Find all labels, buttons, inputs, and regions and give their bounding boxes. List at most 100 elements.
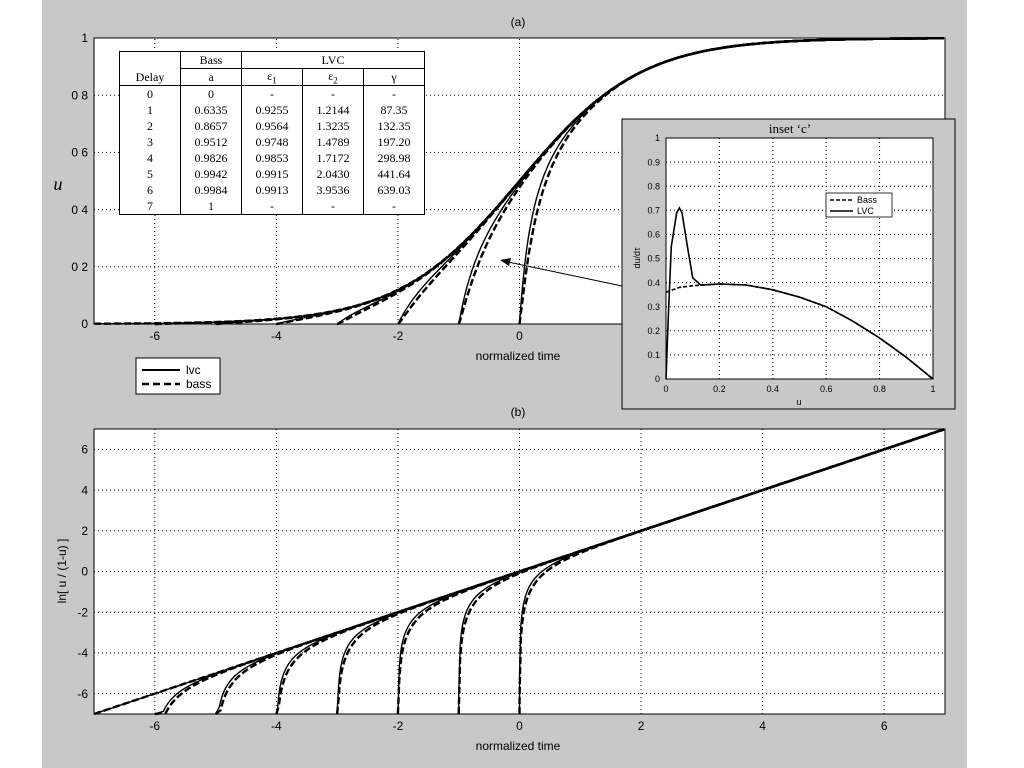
table-cell: 1: [180, 198, 242, 216]
table-cell: -: [302, 85, 364, 103]
table-cell: 3.9536: [302, 182, 364, 199]
table-subheader-gamma: γ: [363, 67, 425, 87]
parameter-table: Delay Bass LVC a ε1 ε2 γ 0 0- - -1 0.6335 0.9…: [119, 50, 425, 216]
curve-b-delay-7-lvc: [93, 428, 945, 715]
inset-c-title: inset ‘c’: [769, 121, 811, 136]
plot-a-xlabel: normalized time: [476, 349, 561, 363]
table-subheader-a: a: [180, 67, 242, 87]
inset-c-ytick-label: 0: [655, 374, 660, 384]
plot-b-ytick-label: 0: [81, 565, 88, 579]
inset-c-ylabel: du/dτ: [632, 247, 642, 269]
inset-c-ytick-label: 0.1: [647, 350, 660, 360]
table-header-delay: Delay: [119, 50, 181, 87]
table-cell: 0.9826: [180, 150, 242, 167]
plot-a-ytick-label: 0: [81, 317, 88, 331]
plot-b-xtick-label: -4: [271, 719, 282, 733]
table-cell: 0.9748: [241, 134, 303, 151]
table-cell: 0.9984: [180, 182, 242, 199]
table-cell: 132.35: [363, 118, 425, 135]
plot-b-xtick-label: 2: [638, 719, 645, 733]
plot-b-xtick-label: -6: [149, 719, 160, 733]
plot-b-ytick-label: 2: [81, 524, 88, 538]
table-cell: 1.3235: [302, 118, 364, 135]
table-cell: -: [241, 198, 303, 216]
inset-pointer-arrow: [500, 258, 623, 287]
table-cell: 0.9564: [241, 118, 303, 135]
plot-b-ylabel: ln[ u / (1-u) ]: [55, 539, 69, 604]
table-subheader-e2: ε2: [302, 67, 364, 87]
inset-c-series-lvc: [665, 206, 934, 380]
table-cell: 87.35: [363, 102, 425, 119]
table-row: 4 0.9826 0.9853 1.7172 298.98: [119, 150, 425, 167]
table-cell: 1: [119, 102, 181, 119]
legend-bass-c-label: Bass: [857, 195, 878, 205]
plot-b-xtick-label: 4: [759, 719, 766, 733]
plot-a-ticks: -6 -4 -2 000 20 40 60 81: [71, 31, 523, 343]
plot-b-ytick-label: 6: [81, 443, 88, 457]
table-cell: -: [302, 198, 364, 216]
inset-c-ytick-label: 0.6: [647, 230, 660, 240]
table-cell: 0: [180, 85, 242, 103]
plot-a-ytick-label: 0 6: [71, 146, 88, 160]
table-header-bass: Bass: [180, 51, 242, 69]
curve-a-delay-7-bass: [94, 37, 944, 325]
inset-c-xtick-label: 0.8: [873, 384, 886, 394]
table-cell: 639.03: [363, 182, 425, 199]
legend-bass-label: bass: [186, 377, 211, 391]
table-cell: 1.4789: [302, 134, 364, 151]
legend-lvc-label: lvc: [186, 363, 201, 377]
table-cell: 6: [119, 182, 181, 199]
inset-c-ytick-label: 0.8: [647, 181, 660, 191]
plot-b-ticks: -6 -4 -2 0 2 4 6 -6 -4 -2 0 2 4 6: [77, 443, 888, 733]
plot-a-xtick-label: 0: [516, 329, 523, 343]
plot-a-xtick-label: -4: [271, 329, 282, 343]
table-cell: -: [363, 198, 425, 216]
plot-b-ytick-label: -2: [77, 605, 88, 619]
plot-a-ylabel: u: [54, 174, 63, 194]
inset-c-ytick-label: 0.3: [647, 302, 660, 312]
table-row: 6 0.9984 0.9913 3.9536 639.03: [119, 182, 425, 199]
inset-c-curves: [665, 206, 934, 380]
plot-a-xtick-label: -6: [149, 329, 160, 343]
plot-a-ytick-label: 0 2: [71, 260, 88, 274]
table-cell: 2.0430: [302, 166, 364, 183]
inset-c-ytick-label: 0.4: [647, 278, 660, 288]
table-cell: 1.2144: [302, 102, 364, 119]
inset-c-ytick-label: 0.7: [647, 205, 660, 215]
inset-c-xtick-label: 0.2: [713, 384, 726, 394]
plot-b-ytick-label: -6: [77, 687, 88, 701]
table-cell: -: [241, 85, 303, 103]
table-cell: 298.98: [363, 150, 425, 167]
inset-c-ytick-label: 0.5: [647, 254, 660, 264]
plot-b-xtick-label: -2: [393, 719, 404, 733]
table-cell: 4: [119, 150, 181, 167]
table-cell: 197.20: [363, 134, 425, 151]
table-cell: 441.64: [363, 166, 425, 183]
inset-c-xtick-label: 0.6: [820, 384, 833, 394]
table-cell: 5: [119, 166, 181, 183]
table-cell: 7: [119, 198, 181, 216]
table-row: 2 0.8657 0.9564 1.3235 132.35: [119, 118, 425, 135]
table-cell: 0.6335: [180, 102, 242, 119]
table-header-lvc: LVC: [241, 51, 425, 69]
table-cell: 2: [119, 118, 181, 135]
table-cell: 0: [119, 85, 181, 103]
legend-lvc-c-label: LVC: [857, 206, 874, 216]
plot-b-curves: [93, 428, 945, 716]
plot-b-title: (b): [511, 405, 526, 419]
table-row: 1 0.6335 0.9255 1.2144 87.35: [119, 102, 425, 119]
inset-c-ytick-label: 0.2: [647, 326, 660, 336]
plot-b-ytick-label: 4: [81, 483, 88, 497]
table-cell: 0.8657: [180, 118, 242, 135]
plot-a-ytick-label: 1: [81, 31, 88, 45]
plot-a-title: (a): [511, 15, 526, 29]
inset-c-ytick-label: 1: [655, 133, 660, 143]
table-cell: 0.9512: [180, 134, 242, 151]
table-row: 3 0.9512 0.9748 1.4789 197.20: [119, 134, 425, 151]
table-cell: -: [363, 85, 425, 103]
plot-a-legend: lvc bass: [135, 357, 221, 395]
inset-c-xtick-label: 0: [663, 384, 668, 394]
inset-c-grid: [665, 137, 934, 380]
